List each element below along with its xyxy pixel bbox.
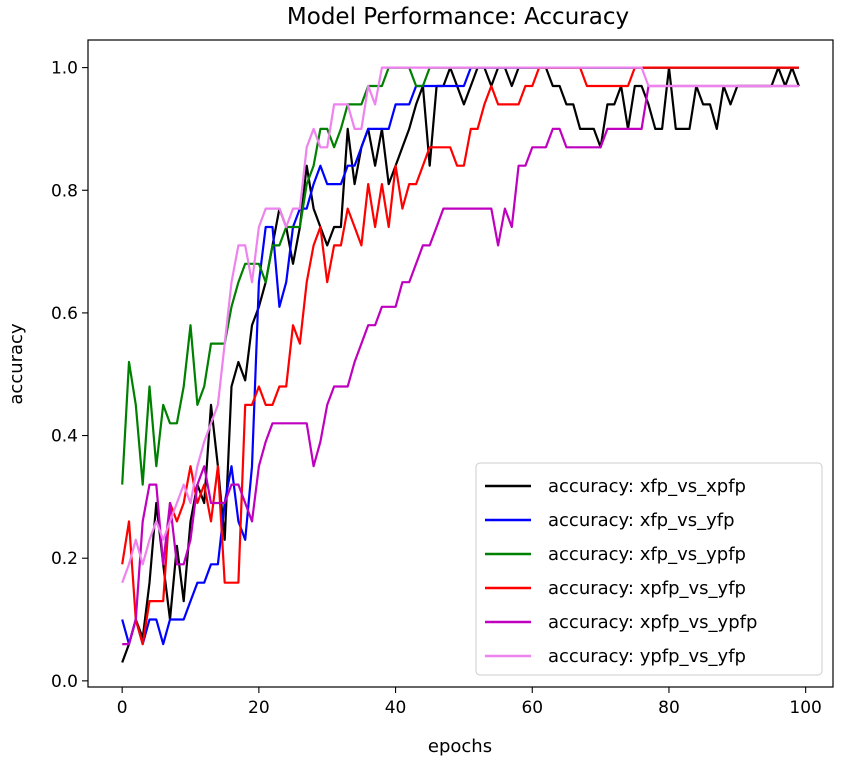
series-line-0	[121, 66, 800, 663]
chart-title: Model Performance: Accuracy	[287, 4, 629, 30]
x-tick-label: 60	[521, 698, 543, 718]
x-tick-label: 20	[248, 698, 270, 718]
legend-entry-label: accuracy: xfp_vs_yfp	[548, 510, 735, 531]
y-tick-label: 0.8	[51, 181, 78, 201]
series-line-2	[121, 66, 799, 486]
legend-entry-label: accuracy: xpfp_vs_ypfp	[548, 612, 757, 633]
x-tick-label: 80	[658, 698, 680, 718]
y-tick-label: 1.0	[51, 59, 78, 79]
y-axis-label: accuracy	[6, 323, 27, 405]
x-tick-label: 0	[117, 698, 128, 718]
y-tick-label: 0.4	[51, 427, 78, 447]
x-axis-label: epochs	[428, 736, 492, 757]
legend-entry-label: accuracy: ypfp_vs_yfp	[548, 646, 746, 667]
x-axis-ticks: 0 20 40 60 80 100	[117, 687, 822, 718]
y-tick-label: 0.2	[51, 549, 78, 569]
y-axis-ticks: 0.0 0.2 0.4 0.6 0.8 1.0	[51, 59, 88, 692]
legend-entry-label: accuracy: xfp_vs_ypfp	[548, 544, 746, 565]
legend-entry-label: accuracy: xfp_vs_xpfp	[548, 476, 746, 497]
y-tick-label: 0.0	[51, 672, 78, 692]
y-tick-label: 0.6	[51, 304, 78, 324]
series-line-3	[121, 66, 799, 646]
plot-frame	[87, 39, 834, 688]
series-line-5	[121, 66, 799, 584]
x-tick-label: 40	[385, 698, 407, 718]
series-layer	[121, 66, 800, 663]
x-tick-label: 100	[789, 698, 821, 718]
legend-box	[475, 462, 823, 676]
legend-entry-label: accuracy: xpfp_vs_yfp	[548, 578, 746, 599]
legend: accuracy: xfp_vs_xpfp accuracy: xfp_vs_yf…	[475, 462, 823, 676]
